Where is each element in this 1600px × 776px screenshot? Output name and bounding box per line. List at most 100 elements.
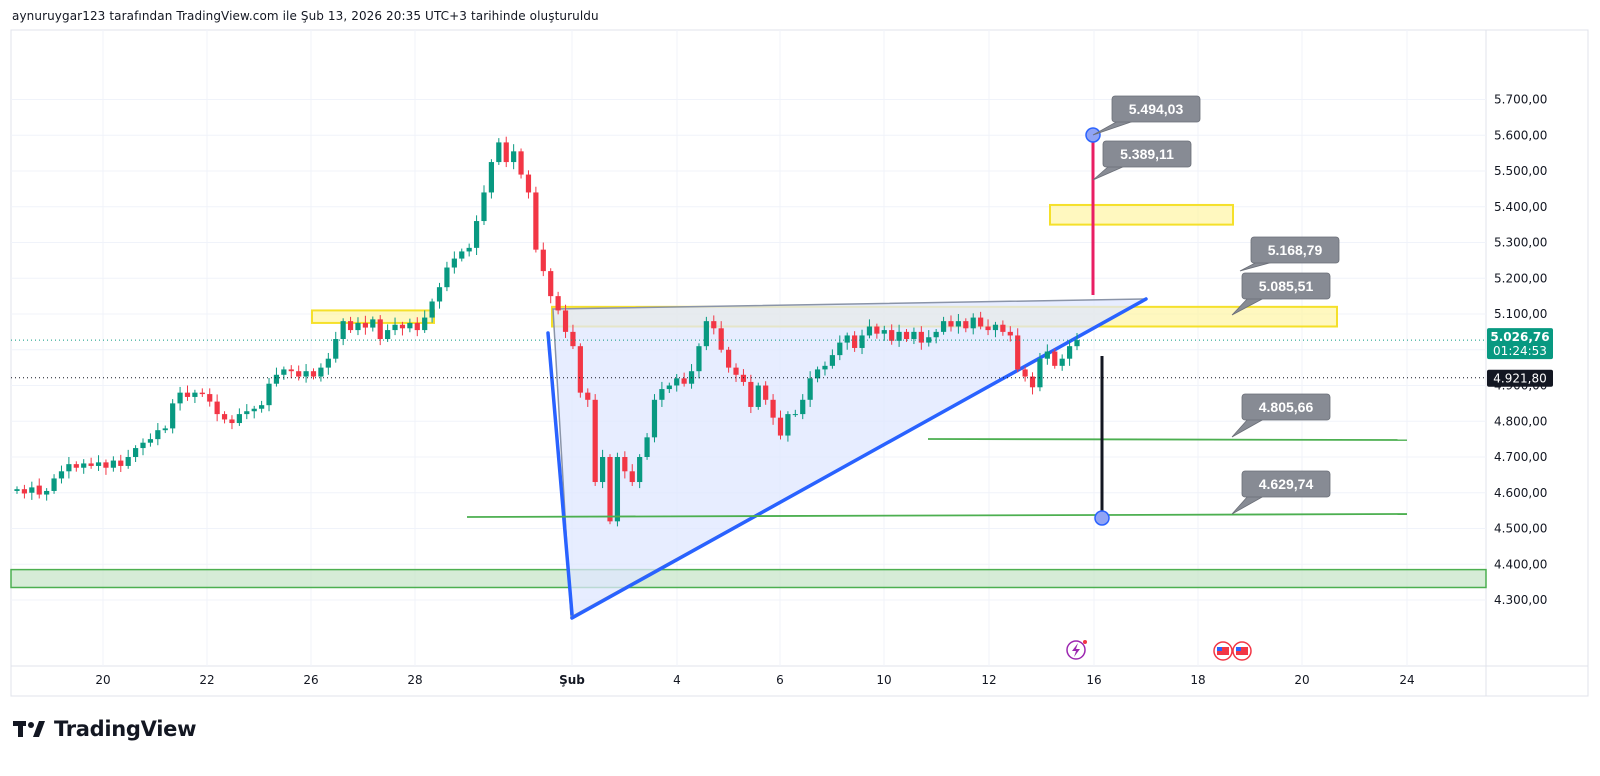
callout-box (1241, 272, 1331, 300)
candle-body (199, 392, 205, 395)
candle-body (370, 319, 376, 328)
candle-body (362, 322, 368, 328)
candle-body (170, 403, 176, 429)
candle-body (844, 335, 850, 343)
candle-body (244, 411, 250, 415)
lightning-icon (1072, 643, 1080, 657)
candle-body (755, 385, 761, 407)
candle-body (533, 192, 539, 250)
candle-body (1052, 351, 1058, 366)
candle-body (399, 324, 406, 329)
chart-credit: aynuruygar123 tarafından TradingView.com… (12, 9, 599, 23)
price-tick-label: 5.700,00 (1494, 93, 1547, 107)
candle-body (1029, 376, 1036, 388)
candle-body (829, 355, 835, 366)
candle-body (807, 378, 813, 400)
time-tick-label: 18 (1190, 673, 1205, 687)
brand-name: TradingView (54, 717, 197, 741)
candle-body (214, 401, 220, 415)
callout-box (1250, 236, 1340, 264)
support-line-upper (927, 438, 1408, 441)
flag-stripes (1217, 647, 1229, 655)
candle-body (585, 392, 591, 400)
candle-body (296, 371, 302, 377)
green-support-band (10, 568, 1487, 589)
candle-body (666, 385, 672, 390)
candle-body (644, 437, 650, 457)
time-tick-label: 24 (1399, 673, 1414, 687)
candle-body (518, 151, 524, 175)
candle-body (385, 330, 391, 340)
candle-body (770, 399, 776, 418)
yellow-zone-target (1049, 203, 1234, 226)
candle-body (703, 321, 709, 347)
candle-body (1059, 358, 1065, 366)
price-tick-label: 4.400,00 (1494, 557, 1547, 571)
callout-label: 4.805,66 (1259, 399, 1314, 415)
last-price-tag (1487, 328, 1553, 360)
candle-body (125, 457, 131, 466)
candle-body (674, 378, 680, 386)
candle-body (236, 414, 242, 424)
prev-price-label: 4.921,80 (1493, 372, 1546, 386)
candle-body (963, 321, 969, 329)
prev-price-tag (1487, 369, 1553, 387)
time-tick-label: 20 (95, 673, 110, 687)
time-tick-label: Şub (559, 673, 585, 687)
candle-layer (14, 136, 1080, 527)
candle-body (133, 448, 139, 457)
tradingview-logo-icon (13, 721, 45, 737)
candle-body (1000, 324, 1006, 332)
event-markers[interactable] (1066, 640, 1252, 661)
candle-body (525, 174, 532, 193)
candle-body (392, 324, 398, 331)
candle-body (792, 414, 798, 416)
time-tick-label: 20 (1294, 673, 1309, 687)
candle-body (955, 321, 961, 327)
candle-body (800, 399, 806, 415)
candle-body (266, 383, 272, 406)
candle-body (221, 414, 228, 420)
candle-body (822, 365, 828, 370)
candle-body (948, 321, 954, 327)
price-axis[interactable]: 5.700,00 5.600,00 5.500,00 5.400,00 5.300,00… (1487, 93, 1553, 608)
candle-body (570, 331, 576, 347)
candle-body (66, 464, 72, 472)
candle-body (110, 460, 116, 468)
candle-body (859, 335, 865, 348)
candle-body (711, 321, 717, 329)
time-axis[interactable]: 20 22 26 28 Şub 4 6 10 12 16 18 20 24 (95, 673, 1414, 687)
price-tick-label: 5.500,00 (1494, 164, 1547, 178)
candle-body (251, 408, 257, 412)
flag-canton (1236, 647, 1241, 651)
candle-body (985, 326, 991, 331)
flag-canton (1217, 647, 1222, 651)
candle-body (896, 331, 902, 341)
candle-body (481, 192, 487, 222)
time-tick-label: 10 (876, 673, 891, 687)
time-tick-label: 12 (981, 673, 996, 687)
candle-body (718, 328, 724, 350)
candle-body (310, 371, 317, 377)
price-tick-label: 4.700,00 (1494, 450, 1547, 464)
candle-body (814, 369, 821, 379)
candle-body (340, 321, 346, 340)
price-tick-label: 4.800,00 (1494, 414, 1547, 428)
callout-box (1241, 470, 1331, 498)
brand[interactable]: TradingView (12, 714, 196, 744)
candle-body (785, 414, 791, 436)
candle-body (333, 339, 339, 359)
price-tick-label: 4.300,00 (1494, 593, 1547, 607)
candle-body (377, 319, 383, 340)
candle-body (614, 457, 621, 522)
candle-body (58, 471, 65, 479)
candle-body (1007, 331, 1013, 336)
candle-body (207, 394, 213, 402)
callout-pointer (1092, 120, 1135, 136)
callout-label: 5.085,51 (1259, 278, 1314, 294)
candle-body (273, 374, 280, 384)
candle-body (192, 392, 198, 397)
time-tick-label: 26 (303, 673, 318, 687)
candle-body (81, 463, 87, 468)
